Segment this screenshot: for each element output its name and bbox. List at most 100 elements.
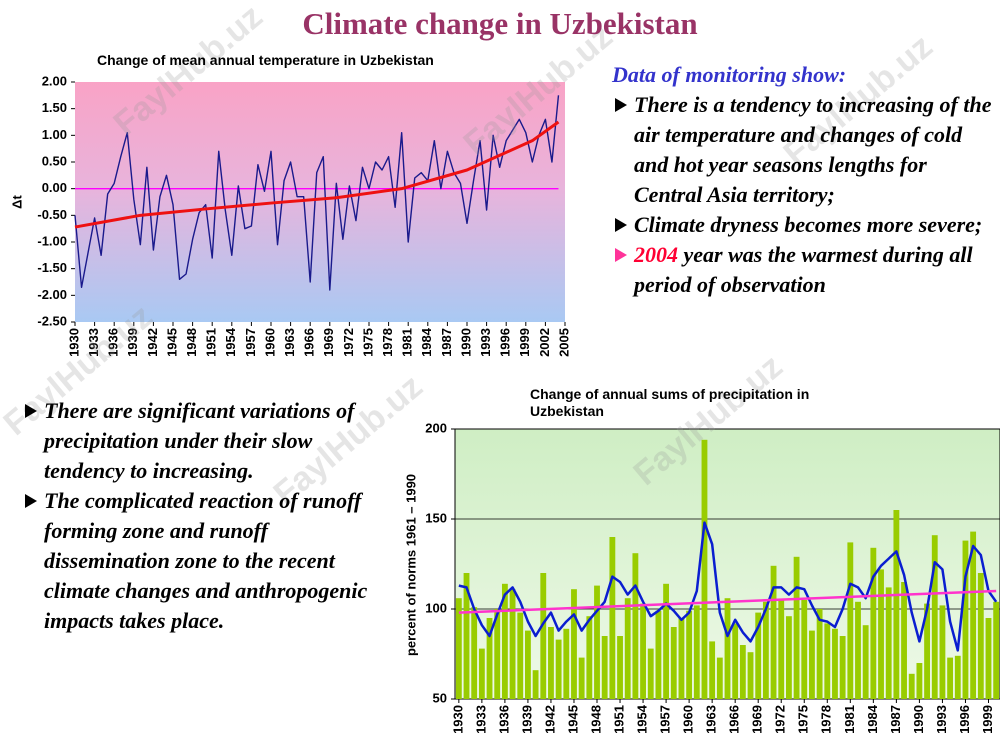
x-tick-label: 1960 [681, 705, 696, 734]
y-tick-label: -1.00 [37, 233, 67, 248]
x-tick-label: 1939 [519, 705, 534, 734]
x-tick-label: 1987 [439, 328, 454, 357]
x-tick-label: 1999 [517, 328, 532, 357]
bar [463, 573, 470, 699]
x-tick-label: 1966 [302, 328, 317, 357]
y-tick-label: 150 [425, 510, 447, 525]
x-tick-label: 1942 [145, 328, 160, 357]
x-tick-label: 1975 [360, 328, 375, 357]
bar [801, 600, 808, 699]
x-tick-label: 1951 [204, 328, 219, 357]
slide-title: Climate change in Uzbekistan [302, 6, 698, 41]
x-tick-label: 1969 [750, 705, 765, 734]
x-tick-label: 1978 [819, 705, 834, 734]
bar [571, 589, 577, 699]
bar [486, 618, 493, 699]
bar [847, 542, 854, 699]
y-tick-label: -0.50 [37, 207, 67, 222]
x-tick-label: 1996 [498, 328, 513, 357]
bar [509, 589, 516, 699]
bar [525, 630, 531, 699]
bar [617, 636, 623, 699]
bullet: There are significant variations of prec… [22, 396, 377, 486]
x-tick-label: 1978 [380, 328, 395, 357]
chart-title: Change of annual sums of precipitation i… [530, 386, 810, 419]
x-tick-label: 1957 [658, 705, 673, 734]
bullet: 2004 year was the warmest during all per… [612, 240, 992, 300]
notes-text: There are significant variations of prec… [22, 396, 377, 636]
x-tick-label: 1975 [796, 705, 811, 734]
x-tick-label: 2005 [556, 328, 571, 357]
bar [517, 612, 524, 699]
bar [908, 673, 915, 699]
x-tick-label: 1960 [262, 328, 277, 357]
x-tick-label: 1933 [473, 705, 488, 734]
y-tick-label: 1.00 [42, 127, 67, 142]
x-tick-label: 1930 [450, 705, 465, 734]
x-tick-label: 1939 [125, 328, 140, 357]
x-tick-label: 1990 [458, 328, 473, 357]
bar [924, 603, 930, 699]
y-tick-label: 50 [433, 690, 447, 705]
bar [532, 670, 539, 699]
x-tick-label: 1984 [865, 704, 880, 734]
bar [563, 628, 570, 699]
x-tick-label: 1951 [611, 705, 626, 734]
bar [555, 639, 562, 699]
x-tick-label: 1954 [223, 327, 238, 357]
y-tick-label: 1.50 [42, 100, 67, 115]
y-tick-label: -2.00 [37, 287, 67, 302]
bar [970, 531, 977, 699]
heading: Data of monitoring show: [612, 62, 847, 87]
x-tick-label: 1984 [419, 327, 434, 357]
y-axis-label: Δt [9, 195, 24, 209]
x-tick-label: 1954 [635, 704, 650, 734]
bar [916, 663, 923, 699]
bullet: The complicated reaction of runoff formi… [22, 486, 377, 636]
bar [939, 605, 946, 699]
y-tick-label: 0.00 [42, 180, 67, 195]
bar [878, 569, 884, 699]
bar [724, 598, 731, 699]
bar [762, 601, 769, 699]
bar [655, 610, 662, 699]
x-tick-label: 1990 [911, 705, 926, 734]
bar [855, 601, 861, 699]
bar [663, 583, 670, 699]
line [458, 521, 998, 652]
bar [977, 573, 984, 699]
x-tick-label: 1972 [341, 328, 356, 357]
bar [931, 535, 938, 699]
x-tick-label: 1966 [727, 705, 742, 734]
bar [954, 655, 961, 699]
x-tick-label: 1942 [542, 705, 557, 734]
bar [586, 616, 593, 699]
monitoring-text: Data of monitoring show: There is a tend… [612, 60, 992, 300]
x-tick-label: 1933 [86, 328, 101, 357]
bar [670, 627, 677, 699]
bar [640, 603, 646, 699]
x-tick-label: 1936 [106, 328, 121, 357]
bar [755, 612, 762, 699]
x-tick-label: 1963 [704, 705, 719, 734]
bar [548, 627, 554, 699]
bar [632, 553, 639, 699]
x-tick-label: 1948 [184, 328, 199, 357]
y-tick-label: 0.50 [42, 153, 67, 168]
x-tick-label: 2002 [537, 328, 552, 357]
bar [985, 618, 992, 699]
bar [893, 510, 900, 699]
bar [455, 598, 462, 699]
bar [578, 657, 585, 699]
x-tick-label: 1930 [66, 328, 81, 357]
y-tick-label: -1.50 [37, 260, 67, 275]
bar [747, 652, 754, 699]
highlight: 2004 [634, 242, 678, 267]
x-tick-label: 1981 [842, 705, 857, 734]
y-axis-label: percent of norms 1961 – 1990 [403, 474, 418, 656]
bar [601, 636, 608, 699]
chart-title: Change of mean annual temperature in Uzb… [97, 52, 434, 68]
bar [739, 645, 746, 699]
line [458, 589, 997, 614]
